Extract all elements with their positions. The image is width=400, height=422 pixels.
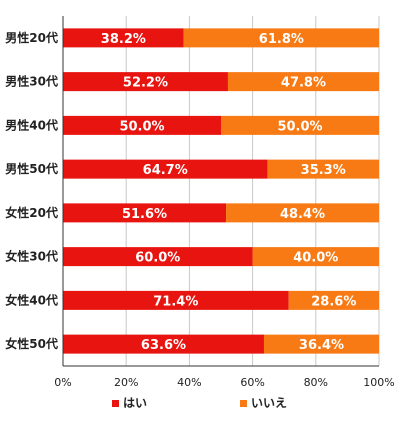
x-tick-label: 0% <box>54 376 71 389</box>
x-tick-label: 80% <box>304 376 328 389</box>
category-label: 女性20代 <box>5 205 58 220</box>
data-label: 48.4% <box>280 207 325 222</box>
bars: 38.2% 61.8% 52.2% 47.8% 50.0% 50.0% 64.7% 35.3%… <box>63 28 379 354</box>
category-label: 男性30代 <box>5 74 58 89</box>
bar-segment <box>226 203 379 223</box>
axes: 男性20代男性30代男性40代男性50代女性20代女性30代女性40代女性50代… <box>5 16 395 389</box>
category-label: 男性40代 <box>5 117 58 132</box>
data-label: 60.0% <box>135 251 180 266</box>
x-tick-label: 40% <box>177 376 201 389</box>
category-label: 女性40代 <box>5 292 58 307</box>
data-label: 71.4% <box>153 294 198 309</box>
legend-swatch <box>112 400 119 407</box>
x-tick-label: 20% <box>114 376 138 389</box>
grid <box>125 16 380 366</box>
data-label: 61.8% <box>259 32 304 47</box>
legend-label: いいえ <box>251 396 287 410</box>
category-label: 男性50代 <box>5 161 58 176</box>
legend-swatch <box>240 400 247 407</box>
bar-segment <box>221 115 379 135</box>
data-label: 64.7% <box>143 163 188 178</box>
bar-segment <box>63 334 264 354</box>
data-label: 40.0% <box>293 251 338 266</box>
bar-segment <box>63 290 289 310</box>
data-label: 52.2% <box>123 76 168 91</box>
category-label: 女性50代 <box>5 336 58 351</box>
data-label: 35.3% <box>301 163 346 178</box>
bar-segment <box>63 247 253 267</box>
bar-segment <box>183 28 379 48</box>
bar-segment <box>267 159 379 179</box>
bar-segment <box>63 72 228 92</box>
bar-segment <box>63 115 221 135</box>
data-label: 36.4% <box>299 338 344 353</box>
bar-segment <box>63 203 227 223</box>
data-label: 50.0% <box>119 119 164 134</box>
data-label: 50.0% <box>277 119 322 134</box>
x-tick-label: 100% <box>363 376 394 389</box>
bar-segment <box>63 159 268 179</box>
bar-segment <box>252 247 379 267</box>
x-tick-label: 60% <box>240 376 264 389</box>
bar-segment <box>227 72 379 92</box>
data-label: 38.2% <box>101 32 146 47</box>
data-label: 63.6% <box>141 338 186 353</box>
legend: はい いいえ <box>112 396 287 410</box>
category-label: 女性30代 <box>5 249 58 264</box>
category-label: 男性20代 <box>5 30 58 45</box>
bar-segment <box>288 290 379 310</box>
legend-label: はい <box>123 396 147 410</box>
data-label: 28.6% <box>311 294 356 309</box>
bar-segment <box>263 334 379 354</box>
bar-segment <box>63 28 184 48</box>
data-label: 51.6% <box>122 207 167 222</box>
data-label: 47.8% <box>281 76 326 91</box>
